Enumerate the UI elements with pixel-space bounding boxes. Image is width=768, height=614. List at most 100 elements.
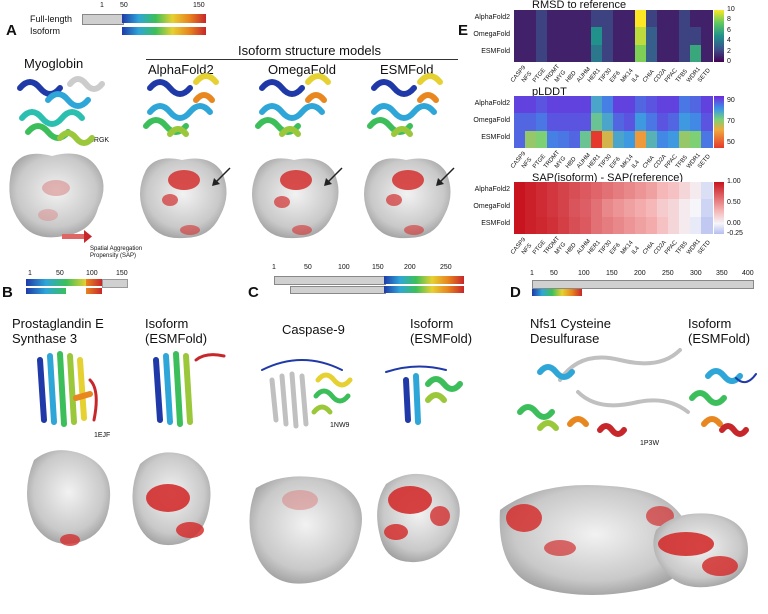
heatmap-colorbar-tick: 2: [727, 47, 731, 55]
c-isoform-line2: (ESMFold): [410, 331, 473, 346]
b-iso-end-bar: [86, 288, 102, 294]
b-tick-150: 150: [116, 270, 128, 277]
heatmap-colorbar-tick: 4: [727, 37, 731, 45]
isoform-models-title: Isoform structure models: [238, 43, 382, 58]
heatmap-cell: [668, 96, 680, 114]
d-protein-line1: Nfs1 Cysteine: [530, 316, 611, 331]
ptges3-isoform-ribbon: [153, 351, 226, 427]
heatmap-cell: [657, 182, 669, 200]
heatmap-cell: [679, 130, 691, 149]
heatmap-cell: [591, 44, 603, 63]
heatmap-cell: [580, 10, 592, 28]
panel-c-letter: C: [248, 284, 259, 301]
heatmap-cell: [668, 44, 680, 63]
d-isoform-line1: Isoform: [688, 316, 732, 331]
panel-d-letter: D: [510, 284, 521, 301]
heatmap-cell: [602, 182, 614, 200]
caspase9-ribbon: [261, 359, 353, 429]
heatmap-cell: [514, 182, 526, 200]
heatmap-cell: [690, 44, 702, 63]
heatmap-cell: [613, 130, 625, 149]
heatmap-cell: [679, 216, 691, 235]
heatmap-cell: [547, 10, 559, 28]
heatmap-cell: [668, 10, 680, 28]
heatmap-cell: [602, 96, 614, 114]
heatmap-cell: [525, 199, 537, 218]
heatmap-cell: [613, 96, 625, 114]
d-iso-color-bar: [532, 289, 582, 296]
heatmap-cell: [558, 216, 570, 235]
heatmap-cell: [525, 113, 537, 132]
heatmap-cell: [668, 182, 680, 200]
heatmap-row-label: AlphaFold2: [474, 13, 510, 21]
heatmap-cell: [668, 113, 680, 132]
heatmap-cell: [635, 130, 647, 149]
heatmap-cell: [591, 216, 603, 235]
heatmap-cell: [679, 27, 691, 46]
heatmap-cell: [613, 113, 625, 132]
heatmap-cell: [657, 44, 669, 63]
caspase9-isoform-ribbon: [385, 365, 463, 425]
heatmap-cell: [547, 27, 559, 46]
heatmap-cell: [701, 130, 713, 149]
sap-label-line2: Propensity (SAP): [90, 253, 137, 259]
b-isoform-line1: Isoform: [145, 316, 189, 331]
esmfold-ribbon: [367, 73, 443, 137]
b-protein-line2: Synthase 3: [12, 331, 78, 346]
heatmap-colorbar-tick: 8: [727, 16, 731, 24]
heatmap-cell: [558, 44, 570, 63]
heatmap-cell: [657, 216, 669, 235]
pdb-1p3w-label: 1P3W: [640, 440, 660, 447]
d-tick-1: 1: [530, 270, 534, 277]
d-isoform-line2: (ESMFold): [688, 331, 751, 346]
heatmap-cell: [657, 27, 669, 46]
heatmap-cell: [646, 130, 658, 149]
heatmap-cell: [679, 10, 691, 28]
heatmap-cell: [624, 216, 636, 235]
heatmap-cell: [536, 44, 548, 63]
myoglobin-ribbon: [17, 76, 105, 146]
heatmap-plddt-title: pLDDT: [532, 86, 567, 98]
heatmap-row-label: OmegaFold: [473, 203, 510, 210]
heatmap-cell: [558, 130, 570, 149]
heatmap-cell: [580, 182, 592, 200]
b-tick-1: 1: [28, 270, 32, 277]
heatmap-cell: [536, 199, 548, 218]
heatmap-cell: [525, 27, 537, 46]
heatmap-cell: [525, 96, 537, 114]
heatmap-cell: [635, 10, 647, 28]
heatmap-cell: [679, 96, 691, 114]
c-tick-250: 250: [440, 264, 452, 271]
heatmap-cell: [646, 10, 658, 28]
heatmap-cell: [558, 113, 570, 132]
heatmap-cell: [646, 96, 658, 114]
heatmap-cell: [690, 130, 702, 149]
heatmap-cell: [657, 96, 669, 114]
heatmap-cell: [690, 216, 702, 235]
c-tick-150: 150: [372, 264, 384, 271]
heatmap-cell: [569, 216, 581, 235]
heatmap-cell: [580, 216, 592, 235]
sap-label-line1: Spatial Aggregation: [90, 246, 143, 252]
heatmap-cell: [591, 113, 603, 132]
d-tick-150: 150: [606, 270, 618, 277]
heatmap-cell: [646, 27, 658, 46]
legend-full-color-bar: [122, 14, 206, 23]
heatmap-cell: [569, 113, 581, 132]
heatmap-cell: [569, 10, 581, 28]
heatmap-cell: [701, 113, 713, 132]
pdb-1nw9-label: 1NW9: [330, 422, 350, 429]
heatmap-row-label: AlphaFold2: [474, 185, 510, 193]
heatmap-colorbar-tick: 0.00: [727, 219, 741, 227]
heatmap-cell: [635, 182, 647, 200]
b-full-grey-bar: [102, 279, 128, 288]
heatmap-cell: [668, 130, 680, 149]
heatmap-cell: [657, 199, 669, 218]
heatmap-cell: [569, 182, 581, 200]
legend-tick-150: 150: [193, 2, 205, 9]
heatmap-cell: [580, 199, 592, 218]
heatmap-cell: [580, 113, 592, 132]
heatmap-cell: [591, 27, 603, 46]
heatmap-colorbar-tick: 10: [727, 6, 735, 13]
